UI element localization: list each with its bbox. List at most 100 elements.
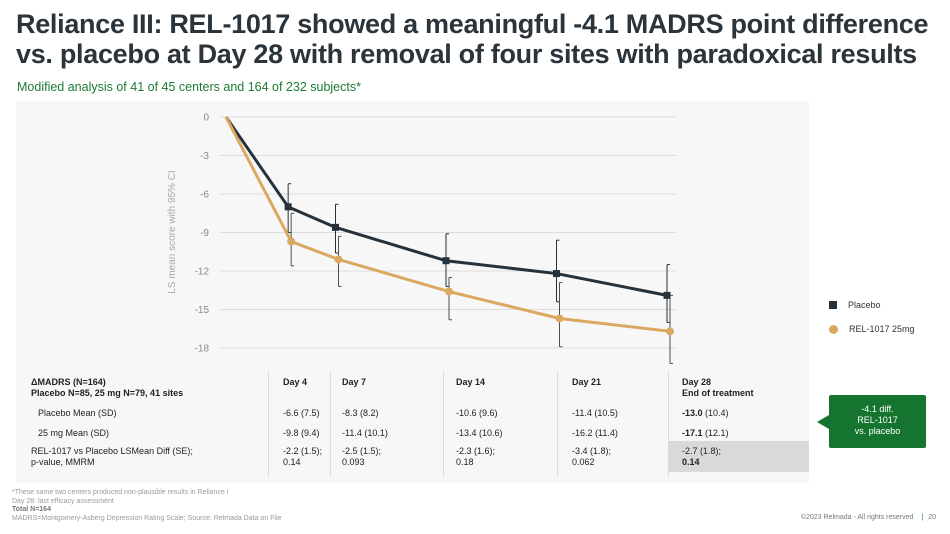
cell-rest: (9.6) xyxy=(476,408,498,418)
table-cell: -9.8 (9.4) xyxy=(283,428,320,439)
callout-line: -4.1 diff. xyxy=(861,404,894,414)
footnotes: *These same two centers produced non-pla… xyxy=(12,489,281,523)
column-header-text: End of treatment xyxy=(682,388,754,398)
cell-line: -2.5 (1.5); xyxy=(342,446,382,456)
table-cell: -10.6 (9.6) xyxy=(456,408,498,419)
series-markers xyxy=(284,203,674,336)
data-point-placebo xyxy=(332,223,339,231)
difference-callout: -4.1 diff. REL-1017 vs. placebo xyxy=(817,395,926,448)
column-divider xyxy=(268,372,269,476)
y-axis-ticks: 0 -3 -6 -9 -12 -15 -18 xyxy=(195,113,210,355)
y-tick-label: -12 xyxy=(195,267,210,278)
y-tick-label: -18 xyxy=(195,344,210,355)
table-cell: -11.4 (10.5) xyxy=(572,408,618,419)
column-divider xyxy=(443,372,444,476)
cell-line: -2.3 (1.6); xyxy=(456,446,496,456)
cell-rest: (8.2) xyxy=(357,408,379,418)
table-cell: -16.2 (11.4) xyxy=(572,428,618,439)
footnote: Total N=164 xyxy=(12,506,51,513)
data-point-drug xyxy=(445,287,453,296)
cell-line: -2.2 (1.5); xyxy=(283,446,323,456)
slide-title: Reliance III: REL-1017 showed a meaningf… xyxy=(16,9,946,69)
cell-main: -9.8 xyxy=(283,428,299,438)
data-point-placebo xyxy=(442,257,450,265)
legend-label: Placebo xyxy=(848,300,881,310)
cell-rest: (10.1) xyxy=(361,428,388,438)
cell-line: 0.14 xyxy=(682,457,700,467)
column-header: Day 14 xyxy=(456,377,485,388)
cell-line: 0.062 xyxy=(572,457,595,467)
column-header: Day 28 End of treatment xyxy=(682,377,754,399)
cell-main: -11.4 xyxy=(342,428,362,438)
column-header-text: Day 21 xyxy=(572,377,602,387)
column-header-text: Day 7 xyxy=(342,377,367,387)
y-tick-label: -9 xyxy=(200,228,209,239)
footer-separator: | xyxy=(921,514,924,521)
table-cell: -2.3 (1.6); 0.18 xyxy=(456,446,495,468)
cell-rest: (11.4) xyxy=(592,428,618,438)
cell-main: -11.4 xyxy=(572,408,592,418)
row-label: 25 mg Mean (SD) xyxy=(38,428,110,438)
page-number: 20 xyxy=(928,514,936,521)
cell-main: -10.6 xyxy=(456,408,477,418)
gridlines xyxy=(220,116,676,349)
cell-main: -17.1 xyxy=(682,428,703,438)
series-lines xyxy=(224,116,671,333)
data-point-drug xyxy=(287,237,296,246)
column-divider xyxy=(330,372,331,476)
error-bars xyxy=(287,183,673,364)
column-header: Day 4 xyxy=(283,377,307,388)
row-label-line: p-value, MMRM xyxy=(31,457,95,467)
subtitle: Modified analysis of 41 of 45 centers an… xyxy=(17,80,361,94)
data-point-drug xyxy=(555,314,564,323)
legend-item-placebo: Placebo xyxy=(829,300,881,310)
data-point-placebo xyxy=(663,291,671,299)
callout-line: vs. placebo xyxy=(854,426,901,436)
column-divider xyxy=(668,372,669,476)
table-cell: -2.7 (1.8); 0.14 xyxy=(682,446,721,468)
chart-table-panel xyxy=(16,101,809,483)
cell-line: -3.4 (1.8); xyxy=(572,446,612,456)
table-cell: -11.4 (10.1) xyxy=(342,428,388,439)
y-tick-label: -3 xyxy=(200,151,209,162)
table-cell: -13.0 (10.4) xyxy=(682,408,729,419)
table-cell: -2.2 (1.5); 0.14 xyxy=(283,446,322,468)
table-cell: -2.5 (1.5); 0.093 xyxy=(342,446,381,468)
y-tick-label: -15 xyxy=(195,305,210,316)
title-line-1: Reliance III: REL-1017 showed a meaningf… xyxy=(16,9,929,39)
table-cell: -13.4 (10.6) xyxy=(456,428,503,439)
column-header-text: Day 14 xyxy=(456,377,486,387)
legend-item-drug: REL-1017 25mg xyxy=(829,324,915,334)
highlight-cell-bg xyxy=(668,441,809,472)
series-line-drug xyxy=(224,116,671,333)
cell-main: -16.2 xyxy=(572,428,593,438)
header-line: Placebo N=85, 25 mg N=79, 41 sites xyxy=(31,388,184,398)
footer: ©2023 Relmada - All rights reserved | 20 xyxy=(801,514,936,521)
row-label: REL-1017 vs Placebo LSMean Diff (SE); p-… xyxy=(31,446,193,468)
row-label: Placebo Mean (SD) xyxy=(38,408,117,418)
y-tick-label: -6 xyxy=(200,190,209,201)
header-line: ΔMADRS (N=164) xyxy=(31,377,106,387)
row-label-line: REL-1017 vs Placebo LSMean Diff (SE); xyxy=(31,446,193,456)
table-cell: -6.6 (7.5) xyxy=(283,408,320,419)
column-divider xyxy=(557,372,558,476)
y-axis-label: LS mean score with 95% CI xyxy=(167,170,178,293)
data-point-drug xyxy=(666,327,674,336)
column-header-text: Day 28 xyxy=(682,377,712,387)
cell-rest: (10.6) xyxy=(476,428,503,438)
series-line-placebo xyxy=(224,116,668,297)
callout-line: REL-1017 xyxy=(857,415,898,425)
cell-main: -13.4 xyxy=(456,428,477,438)
cell-main: -6.6 xyxy=(283,408,299,418)
cell-rest: (12.1) xyxy=(702,428,729,438)
cell-line: 0.14 xyxy=(283,457,301,467)
footnote: *These same two centers produced non-pla… xyxy=(12,489,229,496)
cell-line: -2.7 (1.8); xyxy=(682,446,722,456)
legend-label: REL-1017 25mg xyxy=(849,324,915,334)
copyright-text: ©2023 Relmada - All rights reserved xyxy=(800,514,914,521)
table-header-title: ΔMADRS (N=164) Placebo N=85, 25 mg N=79,… xyxy=(31,377,183,399)
cell-rest: (9.4) xyxy=(298,428,320,438)
data-point-drug xyxy=(334,255,343,264)
footnote: MADRS=Montgomery-Asberg Depression Ratin… xyxy=(12,514,282,522)
